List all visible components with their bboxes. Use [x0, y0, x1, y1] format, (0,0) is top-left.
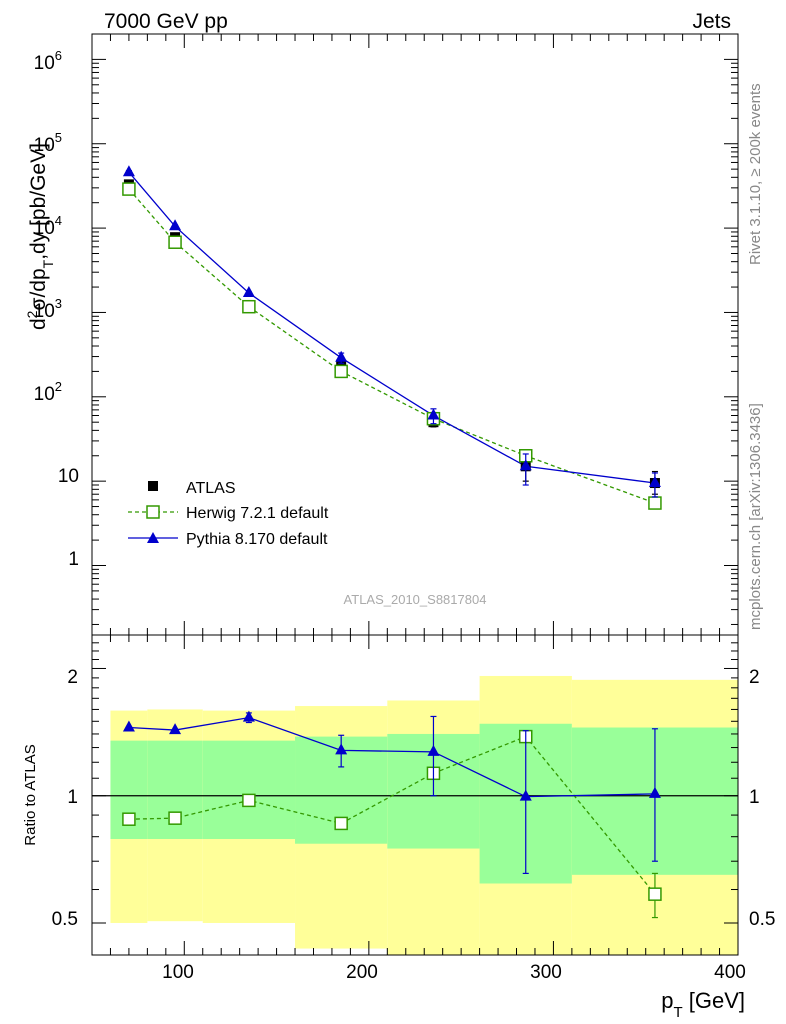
- ratio-uncertainty-bands: [110, 675, 738, 955]
- pythia-point-5: [519, 459, 532, 471]
- pythia-point-6: [648, 476, 661, 488]
- y-tick-label-10: 10: [58, 466, 79, 487]
- upper-y-axis-title: d2σ/dpT,dy [pb/GeV]: [24, 143, 56, 330]
- y-tick-label-1e6: 106: [34, 48, 62, 74]
- legend-pythia-marker: [147, 532, 159, 543]
- ratio-pythia-point-0: [122, 720, 135, 732]
- analysis-watermark: ATLAS_2010_S8817804: [344, 592, 487, 607]
- herwig-line: [128, 188, 656, 504]
- herwig-point-1: [168, 235, 182, 249]
- ratio-pythia-error-4: [430, 715, 437, 797]
- x-axis-title: pT [GeV]: [661, 988, 745, 1021]
- ratio-tick-label-2-left: 2: [67, 667, 78, 688]
- x-tick-label-100: 100: [162, 962, 194, 983]
- pythia-point-2: [242, 286, 255, 298]
- x-tick-labels: 100 200 300 400: [162, 962, 746, 983]
- y-tick-label-1e3: 103: [34, 296, 62, 322]
- ratio-y-tick-labels: 0.5 1 2 0.5 1 2: [52, 667, 776, 930]
- rivet-label: Rivet 3.1.10, ≥ 200k events: [747, 83, 764, 265]
- energy-title: 7000 GeV pp: [104, 10, 228, 33]
- x-tick-label-200: 200: [346, 962, 378, 983]
- main-series: [122, 165, 662, 510]
- ratio-pythia-error-5: [522, 730, 529, 875]
- ratio-tick-label-1-left: 1: [67, 787, 78, 808]
- ratio-pythia-point-6: [648, 786, 661, 798]
- ratio-series: [92, 710, 738, 919]
- ratio-herwig-point-6: [648, 887, 662, 901]
- ratio-pythia-point-3: [335, 743, 348, 755]
- ratio-plot-frame: [91, 634, 739, 956]
- ratio-pythia-point-5: [519, 789, 532, 801]
- ratio-tick-label-0p5-left: 0.5: [52, 909, 78, 930]
- x-tick-label-300: 300: [530, 962, 562, 983]
- y-tick-label-1e4: 104: [34, 213, 62, 239]
- ratio-tick-label-1-right: 1: [749, 787, 760, 808]
- source-label: mcplots.cern.ch [arXiv:1306.3436]: [747, 403, 764, 630]
- ratio-pythia-point-4: [427, 744, 440, 756]
- ratio-tick-label-0p5-right: 0.5: [749, 909, 775, 930]
- pythia-point-0: [122, 165, 135, 177]
- pythia-point-4: [427, 408, 440, 420]
- upper-y-tick-labels: 1 10 102 103 104 105 106: [34, 48, 79, 570]
- ratio-herwig-point-3: [334, 816, 348, 831]
- ratio-y-axis-title: Ratio to ATLAS: [22, 744, 39, 845]
- ratio-herwig-point-2: [242, 793, 256, 808]
- process-title: Jets: [692, 10, 731, 33]
- legend-atlas-marker: [148, 481, 158, 491]
- pythia-point-3: [335, 350, 348, 362]
- y-tick-label-1e2: 102: [34, 379, 62, 405]
- y-tick-label-1: 1: [68, 549, 79, 570]
- x-tick-label-400: 400: [714, 962, 746, 983]
- herwig-point-2: [242, 299, 256, 314]
- legend: ATLAS Herwig 7.2.1 default Pythia 8.170 …: [128, 480, 329, 548]
- legend-pythia-label: Pythia 8.170 default: [186, 531, 328, 548]
- inner-band-bin-2: [202, 740, 296, 840]
- herwig-point-0: [122, 182, 136, 196]
- legend-herwig-marker: [146, 505, 160, 519]
- legend-herwig-label: Herwig 7.2.1 default: [186, 505, 329, 522]
- legend-atlas-label: ATLAS: [186, 480, 236, 497]
- y-tick-label-1e5: 105: [34, 130, 62, 156]
- pythia-point-1: [169, 219, 182, 231]
- pythia-line: [128, 171, 656, 484]
- ratio-herwig-point-0: [122, 812, 136, 826]
- ratio-herwig-point-1: [168, 811, 182, 825]
- herwig-point-6: [648, 496, 662, 510]
- ratio-tick-label-2-right: 2: [749, 667, 760, 688]
- ratio-pythia-point-1: [169, 723, 182, 735]
- herwig-point-3: [334, 364, 348, 379]
- ratio-pythia-point-2: [242, 710, 255, 722]
